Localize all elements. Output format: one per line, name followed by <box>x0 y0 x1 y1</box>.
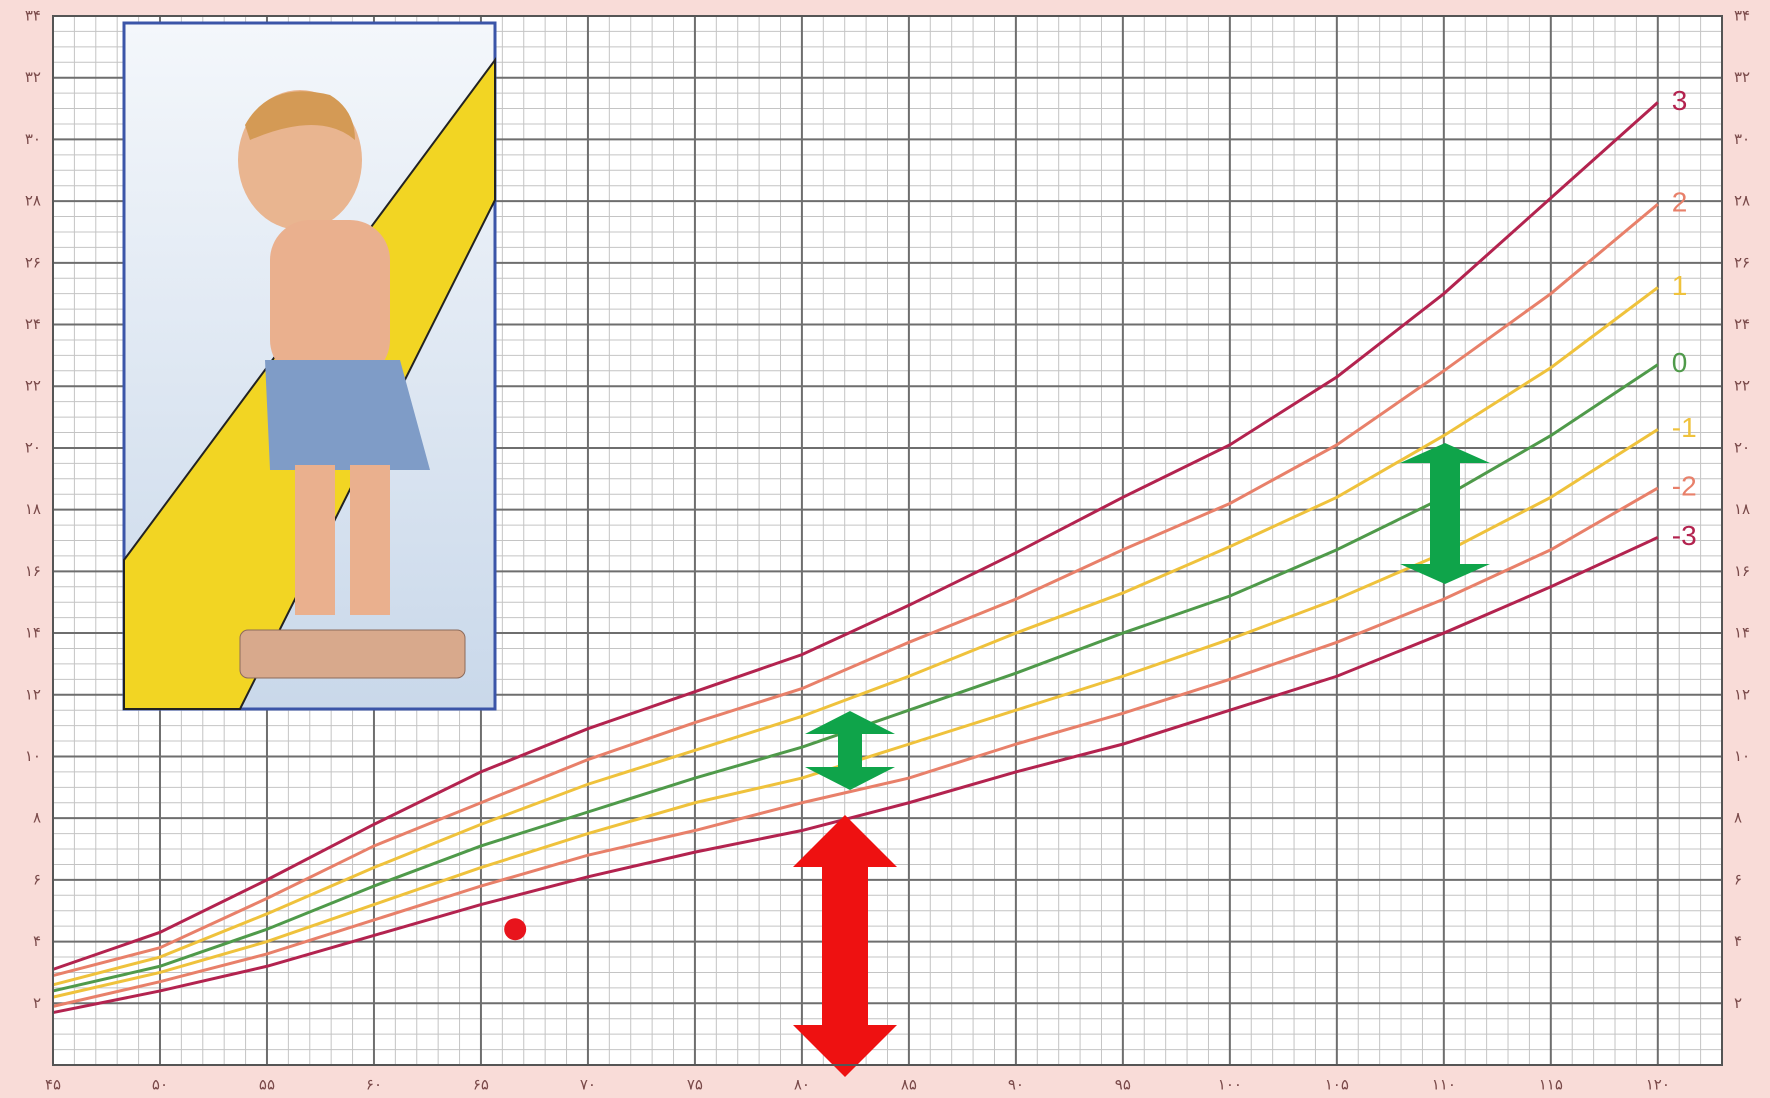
x-tick-label: ۱۱۵ <box>1539 1076 1563 1094</box>
curve <box>52 536 1659 1015</box>
curve <box>52 486 1659 1008</box>
curve <box>52 286 1659 987</box>
red-arrow <box>793 815 897 1077</box>
y-tick-label: ۱۶ <box>25 562 41 580</box>
x-tick-label: ۵۵ <box>259 1076 275 1094</box>
y-tick-label: ۳۴ <box>25 7 41 25</box>
x-tick-label: ۱۰۵ <box>1325 1076 1349 1094</box>
y-tick-label: ۴ <box>1734 932 1742 950</box>
x-tick-label: ۱۰۰ <box>1218 1076 1242 1094</box>
y-tick-label: ۲۰ <box>1734 438 1750 456</box>
y-tick-label: ۳۰ <box>25 130 41 148</box>
curve <box>52 101 1659 971</box>
green-arrow <box>805 711 895 790</box>
legend-label: -1 <box>1672 412 1697 443</box>
y-tick-label: ۶ <box>33 870 41 888</box>
x-tick-label: ۹۵ <box>1115 1076 1131 1094</box>
x-tick-label: ۸۵ <box>901 1076 917 1094</box>
y-tick-label: ۳۰ <box>1734 130 1750 148</box>
x-tick-label: ۱۱۰ <box>1432 1076 1456 1094</box>
y-tick-label: ۲۸ <box>1734 192 1750 210</box>
y-tick-label: ۳۴ <box>1734 7 1750 25</box>
x-tick-label: ۷۵ <box>687 1076 703 1094</box>
y-tick-label: ۱۸ <box>1734 500 1750 518</box>
y-tick-label: ۲۶ <box>1734 253 1750 271</box>
y-tick-label: ۱۲ <box>25 685 41 703</box>
y-tick-label: ۱۴ <box>1734 624 1750 642</box>
legend-label: -2 <box>1672 470 1697 501</box>
y-tick-label: ۱۲ <box>1734 685 1750 703</box>
x-tick-label: ۶۰ <box>366 1076 382 1094</box>
y-tick-label: ۲۴ <box>25 315 41 333</box>
y-tick-label: ۱۴ <box>25 624 41 642</box>
y-tick-label: ۲۲ <box>1734 377 1750 395</box>
x-tick-label: ۵۰ <box>152 1076 168 1094</box>
arrows <box>793 443 1490 1077</box>
green-arrow <box>1400 443 1490 584</box>
y-tick-label: ۱۰ <box>25 747 41 765</box>
y-tick-label: ۲۸ <box>25 192 41 210</box>
x-tick-label: ۴۵ <box>45 1076 61 1094</box>
scale <box>239 629 466 679</box>
y-tick-label: ۱۰ <box>1734 747 1750 765</box>
child-body <box>270 220 390 380</box>
y-tick-label: ۲۲ <box>25 377 41 395</box>
child-shorts <box>265 360 430 470</box>
x-tick-label: ۷۰ <box>580 1076 596 1094</box>
y-tick-label: ۴ <box>33 932 41 950</box>
y-tick-label: ۱۶ <box>1734 562 1750 580</box>
y-tick-label: ۲ <box>33 994 41 1012</box>
y-tick-label: ۲۴ <box>1734 315 1750 333</box>
y-tick-label: ۲۰ <box>25 438 41 456</box>
legend-label: -3 <box>1672 520 1697 551</box>
data-point <box>504 918 527 941</box>
y-tick-label: ۲ <box>1734 994 1742 1012</box>
curve <box>52 203 1659 977</box>
y-tick-label: ۱۸ <box>25 500 41 518</box>
legend-label: 3 <box>1672 85 1688 116</box>
photo <box>122 21 497 711</box>
x-tick-label: ۸۰ <box>794 1076 810 1094</box>
y-tick-label: ۳۲ <box>25 68 41 86</box>
legend-label: 2 <box>1672 187 1688 218</box>
y-tick-label: ۲۶ <box>25 253 41 271</box>
y-tick-label: ۳۲ <box>1734 68 1750 86</box>
legend-label: 0 <box>1672 347 1688 378</box>
legend-label: 1 <box>1672 270 1688 301</box>
x-tick-label: ۶۵ <box>473 1076 489 1094</box>
y-tick-label: ۸ <box>1734 809 1742 827</box>
plot-border <box>52 15 1723 1066</box>
x-tick-label: ۹۰ <box>1008 1076 1024 1094</box>
x-tick-label: ۱۲۰ <box>1646 1076 1670 1094</box>
child-leg <box>350 465 390 615</box>
child-leg <box>295 465 335 615</box>
child-hair <box>245 91 355 140</box>
y-tick-label: ۶ <box>1734 870 1742 888</box>
y-tick-label: ۸ <box>33 809 41 827</box>
